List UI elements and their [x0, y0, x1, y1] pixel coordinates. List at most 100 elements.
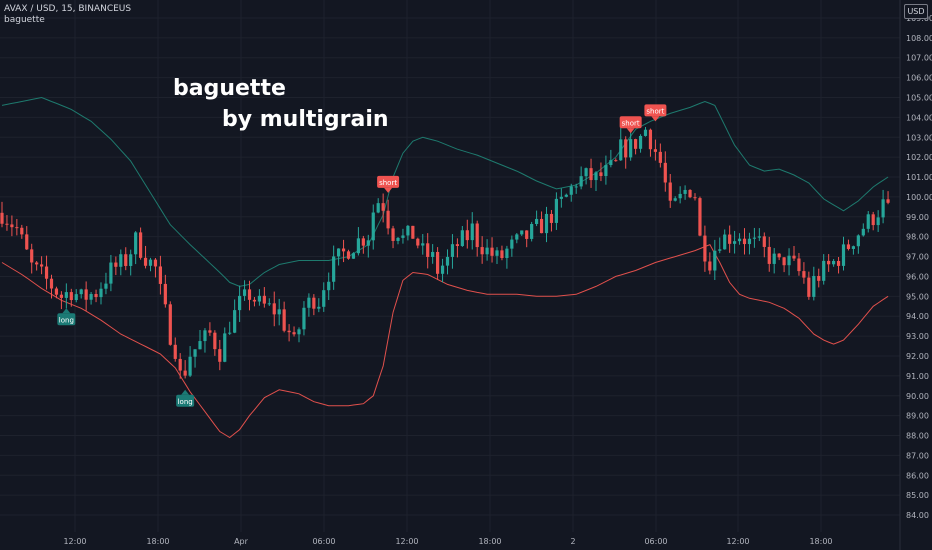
price-tick-label: 88.00: [906, 432, 929, 441]
candle: [391, 225, 395, 249]
candle: [431, 244, 435, 264]
candle: [228, 321, 232, 335]
candle: [673, 196, 677, 202]
candle-body: [40, 264, 44, 267]
candle-body: [218, 349, 222, 362]
candle-body: [539, 218, 544, 234]
candle-body: [30, 249, 34, 263]
candle: [505, 245, 509, 269]
indicator-name[interactable]: baguette: [4, 15, 45, 25]
candle-body: [440, 265, 445, 274]
time-tick-label: 06:00: [644, 537, 667, 546]
candle-body: [589, 168, 593, 181]
label-text: short: [622, 119, 640, 127]
candle-body: [89, 294, 93, 300]
candle-body: [203, 330, 207, 342]
candle-body: [178, 358, 182, 371]
candle-body: [327, 281, 331, 291]
price-tick-label: 103.00: [906, 133, 932, 142]
candle-body: [495, 250, 499, 256]
upper-band-line: [1, 96, 889, 287]
candle-body: [604, 165, 608, 177]
candle-body: [653, 149, 657, 152]
candle: [881, 189, 885, 224]
candle: [886, 191, 890, 205]
currency-badge[interactable]: USD: [904, 4, 928, 19]
candle-body: [782, 257, 786, 266]
candle: [168, 301, 172, 346]
candle-body: [490, 247, 494, 256]
candle-body: [421, 243, 425, 246]
candle: [317, 298, 321, 313]
candle: [238, 285, 242, 322]
bands: [1, 96, 889, 439]
candle: [733, 230, 737, 254]
time-axis[interactable]: 12:00 18:00 Apr 06:00 12:00 18:00 2 06:00 12:00 1…: [63, 537, 832, 546]
candle-body: [242, 289, 247, 296]
candle-body: [614, 160, 618, 162]
candle-body: [713, 250, 717, 271]
price-axis[interactable]: 109.00108.00107.00106.00105.00104.00103.…: [899, 0, 932, 550]
candle-body: [35, 262, 39, 265]
candle-body: [708, 261, 712, 271]
candle-body: [772, 253, 776, 264]
candle-body: [742, 238, 747, 245]
candle: [495, 247, 499, 265]
symbol-info[interactable]: AVAX / USD, 15, BINANCEUS: [4, 4, 132, 14]
candle-body: [579, 176, 583, 187]
candle-body: [500, 250, 504, 259]
price-tick-label: 96.00: [906, 272, 929, 281]
candle: [74, 289, 78, 303]
candle: [218, 339, 222, 371]
candle-body: [337, 248, 341, 257]
candle: [634, 138, 638, 155]
candle: [777, 253, 781, 261]
candle: [856, 234, 860, 254]
label-text: long: [178, 398, 193, 406]
candle-body: [703, 235, 707, 262]
candle-body: [431, 251, 435, 257]
candle-body: [114, 262, 118, 267]
candle: [148, 257, 153, 272]
candle-body: [277, 309, 281, 315]
candle-body: [94, 294, 98, 298]
candle: [411, 225, 415, 239]
candle: [544, 206, 549, 243]
candle: [708, 252, 712, 275]
candle-body: [718, 249, 722, 251]
chart-grid: [0, 0, 900, 532]
candle: [445, 249, 450, 275]
candle-body: [104, 283, 108, 289]
candle-body: [386, 210, 390, 229]
candle-body: [64, 292, 68, 298]
candle: [129, 249, 133, 276]
candle: [297, 327, 301, 343]
candle-body: [638, 135, 643, 149]
candle-body: [535, 218, 539, 224]
candle: [381, 193, 385, 223]
candle-body: [802, 271, 806, 278]
candle: [371, 204, 375, 250]
candle-body: [520, 230, 524, 235]
candle: [807, 271, 811, 300]
candle-body: [153, 259, 158, 267]
candle-body: [416, 238, 420, 246]
candle-body: [866, 214, 870, 229]
candle: [846, 239, 851, 251]
candle: [40, 256, 44, 275]
candle-body: [792, 255, 796, 259]
label-pointer: [651, 116, 660, 122]
candle-body: [436, 251, 440, 274]
candle: [386, 199, 390, 235]
candle: [653, 139, 657, 161]
candle: [678, 186, 682, 204]
candle-body: [634, 139, 638, 149]
candle: [861, 223, 865, 237]
price-tick-label: 104.00: [906, 113, 932, 122]
candle-body: [822, 260, 826, 281]
candle: [569, 183, 573, 202]
candle: [233, 299, 237, 334]
candle: [762, 232, 766, 258]
candle: [426, 233, 430, 269]
